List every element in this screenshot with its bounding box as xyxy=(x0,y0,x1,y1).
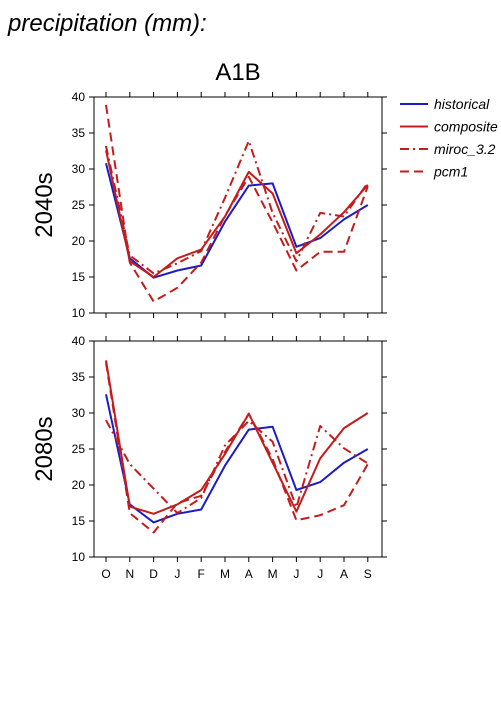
y-tick-label: 30 xyxy=(72,406,86,420)
x-tick-label: N xyxy=(125,567,134,581)
panel-2080s: 10 15 20 25 30 35 40 2080s xyxy=(31,334,387,564)
x-tick-label: A xyxy=(245,567,253,581)
y-tick-label: 15 xyxy=(72,514,86,528)
y-tick-label: 35 xyxy=(72,370,86,384)
x-tick-label: J xyxy=(317,567,323,581)
panel-2040s: 10 15 20 25 30 35 40 2040s xyxy=(31,90,387,320)
legend-label: historical xyxy=(434,96,490,112)
x-tick-label: O xyxy=(101,567,110,581)
series-line-pcm1 xyxy=(105,104,369,303)
y-tick-label: 30 xyxy=(72,162,86,176)
legend-label: pcm1 xyxy=(433,164,468,180)
series-line-miroc-3-2 xyxy=(105,419,369,515)
x-tick-label: S xyxy=(364,567,372,581)
figure-title: precipitation (mm): xyxy=(7,10,207,37)
y-tick-label: 25 xyxy=(72,442,86,456)
x-tick-label: F xyxy=(198,567,205,581)
y-tick-label: 25 xyxy=(72,198,86,212)
series-line-composite xyxy=(105,360,369,515)
x-tick-label: J xyxy=(174,567,180,581)
y-tick-label: 15 xyxy=(72,270,86,284)
x-tick-label: D xyxy=(149,567,158,581)
series-line-composite xyxy=(105,150,369,278)
legend: historical composite miroc_3.2 pcm1 xyxy=(400,96,498,180)
y-tick-label: 20 xyxy=(72,478,86,492)
y-tick-label: 40 xyxy=(72,334,86,348)
series-line-miroc-3-2 xyxy=(105,139,369,275)
y-tick-label: 10 xyxy=(72,306,86,320)
x-tick-label: M xyxy=(220,567,230,581)
y-axis-label: 2080s xyxy=(31,416,58,481)
legend-label: composite xyxy=(434,119,498,135)
plot-frame xyxy=(93,96,383,314)
x-tick-label: J xyxy=(293,567,299,581)
legend-label: miroc_3.2 xyxy=(434,141,496,157)
series-line-historical xyxy=(105,162,369,279)
x-tick-label: M xyxy=(268,567,278,581)
y-tick-label: 35 xyxy=(72,126,86,140)
y-tick-label: 20 xyxy=(72,234,86,248)
x-tick-label: A xyxy=(340,567,348,581)
plot-frame xyxy=(93,340,383,558)
y-tick-label: 40 xyxy=(72,90,86,104)
scenario-title: A1B xyxy=(215,59,260,86)
y-axis-label: 2040s xyxy=(31,172,58,237)
y-tick-label: 10 xyxy=(72,550,86,564)
series-line-historical xyxy=(105,394,369,524)
